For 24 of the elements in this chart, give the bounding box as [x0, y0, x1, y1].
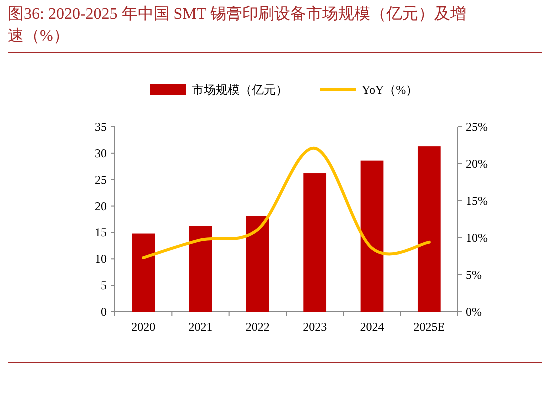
legend-label: 市场规模（亿元）	[192, 83, 288, 97]
x-tick-label: 2020	[132, 320, 156, 334]
x-tick-label: 2025E	[414, 320, 446, 334]
line-series	[142, 146, 431, 260]
chart-title: 图36: 2020-2025 年中国 SMT 锡膏印刷设备市场规模（亿元）及增速（%）	[8, 4, 468, 47]
y-tick-label: 30	[95, 146, 107, 160]
y2-tick-label: 15%	[466, 194, 488, 208]
x-tick-label: 2021	[188, 320, 213, 334]
y-tick-label: 0	[101, 305, 107, 319]
x-tick-label: 2022	[246, 320, 270, 334]
x-tick-label: 2023	[303, 320, 328, 334]
y-tick-label: 35	[95, 120, 107, 134]
y-tick-label: 15	[95, 226, 107, 240]
y2-tick-label: 20%	[466, 157, 488, 171]
y-tick-label: 10	[95, 252, 107, 266]
y2-tick-label: 25%	[466, 120, 488, 134]
y2-tick-label: 5%	[466, 268, 482, 282]
y-tick-label: 20	[95, 199, 107, 214]
y2-tick-label: 0%	[466, 305, 482, 319]
x-tick-label: 2024	[360, 320, 384, 334]
y-tick-label: 25	[95, 172, 107, 187]
y2-tick-label: 10%	[466, 231, 488, 245]
y-tick-label: 5	[101, 278, 107, 293]
legend-label: YoY（%）	[362, 83, 418, 97]
